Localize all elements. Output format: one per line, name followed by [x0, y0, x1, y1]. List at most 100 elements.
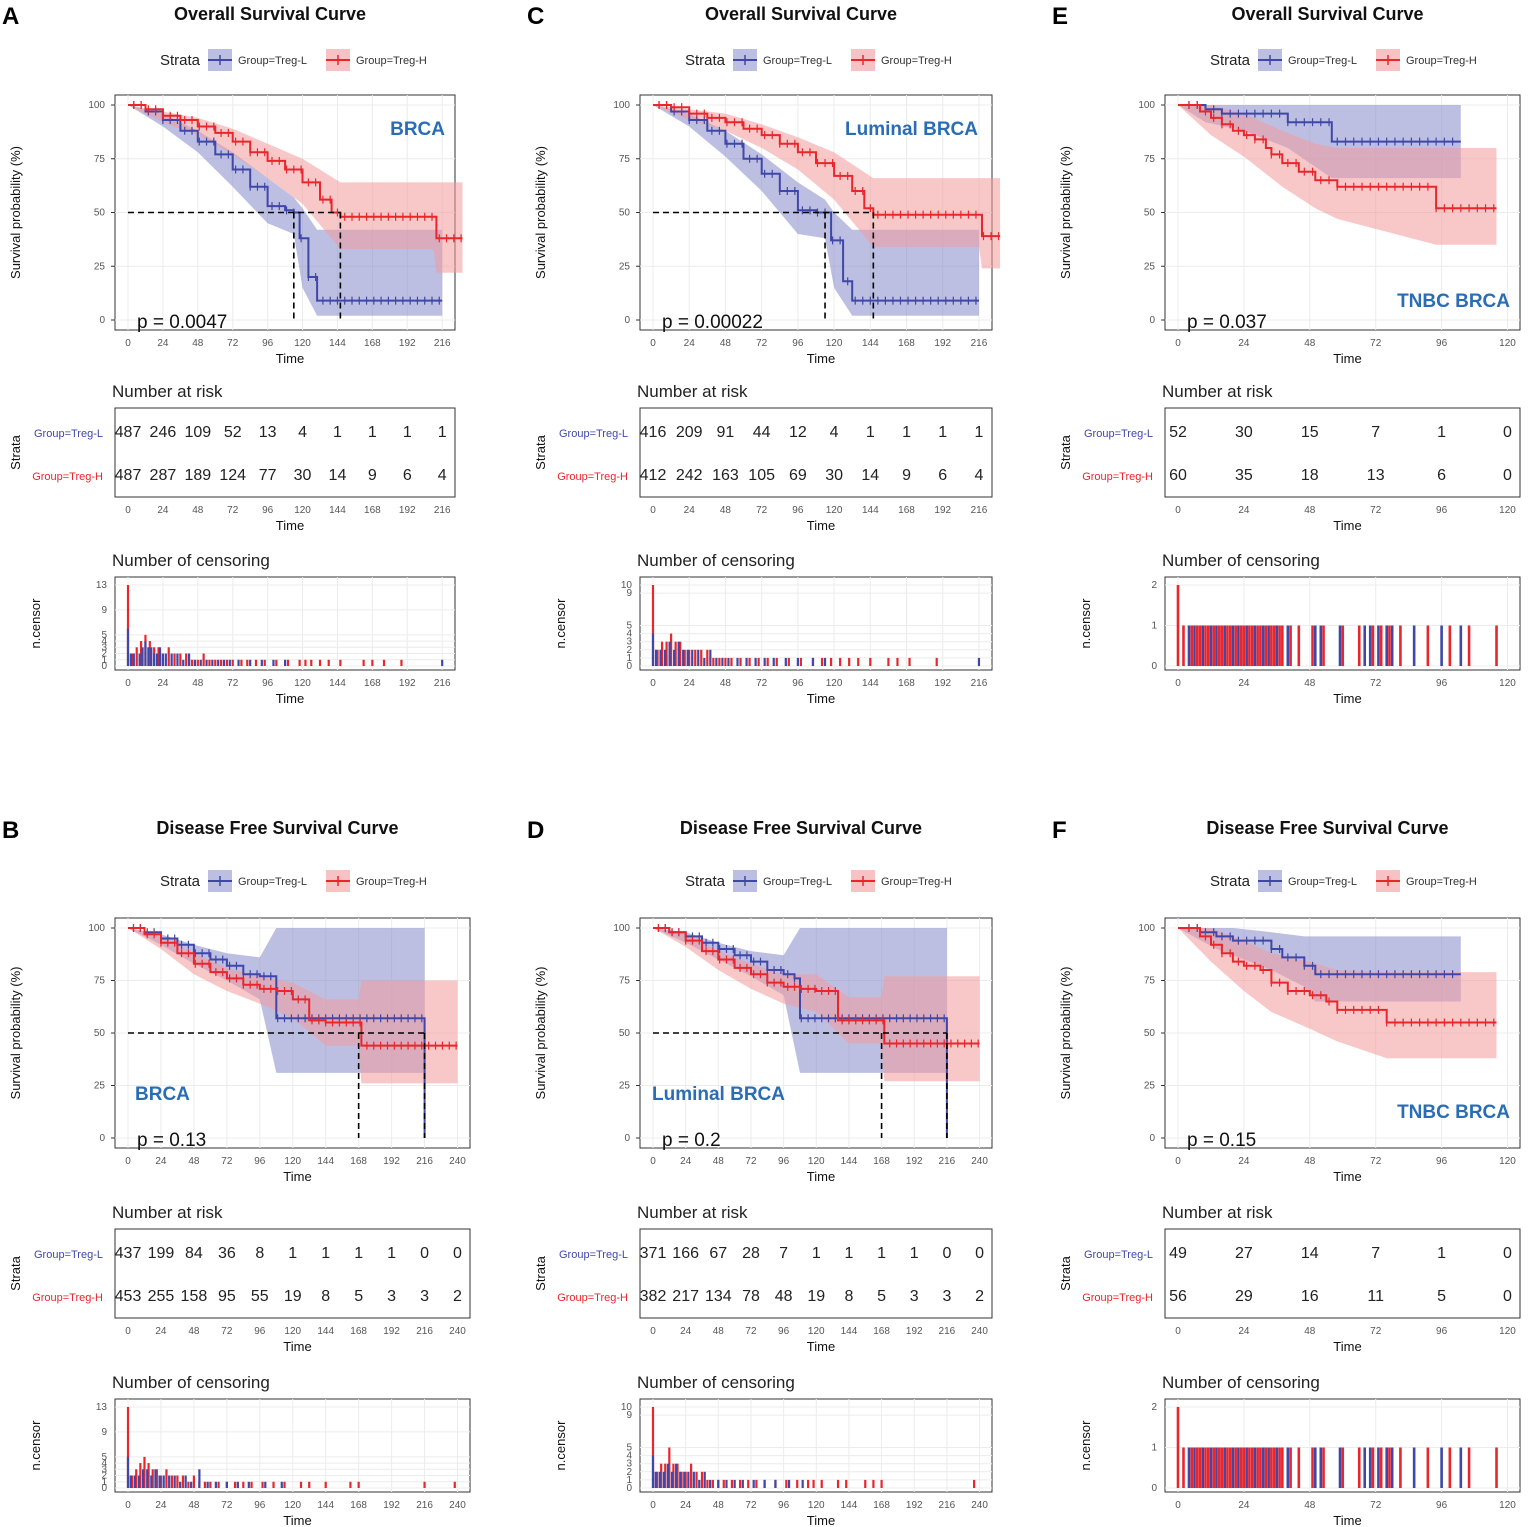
- y-tick-label: 13: [96, 1402, 108, 1413]
- risk-y-label: Strata: [1058, 434, 1073, 469]
- x-tick-label: 120: [284, 1500, 301, 1511]
- censor-bar-high: [872, 1479, 875, 1488]
- risk-cell-low: 166: [672, 1245, 699, 1262]
- x-tick-label: 48: [720, 505, 732, 516]
- censor-bar-high: [327, 659, 330, 666]
- x-tick-label: 48: [192, 505, 204, 516]
- censor-bar-low: [727, 657, 730, 666]
- censor-bar-high: [187, 1481, 190, 1488]
- censor-bar-high: [400, 659, 403, 666]
- censor-bar-high: [1248, 625, 1251, 666]
- x-tick-label: 168: [364, 338, 381, 349]
- censor-bar-high: [1264, 1447, 1268, 1488]
- x-tick-label: 192: [383, 1326, 400, 1337]
- censor-bar-low: [763, 657, 766, 666]
- risk-cell-low: 15: [1301, 424, 1319, 441]
- censor-bar-low: [146, 1469, 149, 1488]
- x-tick-label: 72: [1370, 1156, 1382, 1167]
- risk-cell-low: 416: [640, 424, 667, 441]
- y-tick-label: 4: [626, 629, 632, 640]
- censor-bar-low: [264, 1481, 267, 1488]
- survival-curve-low: [653, 104, 979, 302]
- censor-bar-high: [688, 649, 691, 666]
- y-tick-label: 10: [621, 1402, 633, 1413]
- risk-cell-low: 1: [333, 424, 342, 441]
- censor-bar-high: [665, 641, 668, 666]
- chart-d-svg: D Disease Free Survival Curve Strata Group=…: [527, 817, 993, 1527]
- risk-cell-low: 44: [753, 424, 771, 441]
- censor-bar-low: [703, 657, 706, 666]
- x-tick-label: 120: [284, 1156, 301, 1167]
- risk-table-title: Number at risk: [1162, 1203, 1273, 1222]
- censor-bar-low: [1267, 625, 1270, 666]
- legend-label-low: Group=Treg-L: [1288, 55, 1357, 67]
- risk-cell-low: 487: [115, 424, 142, 441]
- x-tick-label: 144: [841, 1500, 858, 1511]
- x-tick-label: 168: [364, 678, 381, 689]
- risk-table: Number at risk Group=Treg-L Group=Treg-H St…: [1058, 382, 1521, 533]
- risk-cell-high: 105: [748, 467, 775, 484]
- risk-cell-low: 1: [975, 424, 984, 441]
- risk-table-title: Number at risk: [637, 382, 748, 401]
- censor-bar-low: [977, 657, 981, 666]
- censor-bar-high: [1322, 1447, 1325, 1488]
- x-tick-label: 48: [1304, 1156, 1316, 1167]
- panel-a: A Overall Survival Curve Strata Group=Treg-…: [0, 0, 510, 740]
- censor-bar-high: [126, 1407, 130, 1488]
- x-tick-label: 72: [756, 338, 768, 349]
- censor-bar-low: [126, 1456, 130, 1488]
- x-tick-label: 48: [713, 1500, 725, 1511]
- censor-bar-high: [165, 1469, 168, 1488]
- x-tick-label: 48: [1304, 678, 1316, 689]
- risk-cell-high: 29: [1235, 1288, 1253, 1305]
- censor-bar-high: [170, 1475, 174, 1488]
- risk-cell-high: 3: [387, 1288, 396, 1305]
- risk-cell-high: 5: [1437, 1288, 1446, 1305]
- censor-bar-high: [1256, 1447, 1259, 1488]
- censor-bar-low: [1385, 1447, 1388, 1488]
- censor-bar-high: [357, 1481, 360, 1488]
- censor-bar-low: [237, 659, 240, 666]
- x-tick-label: 192: [934, 505, 951, 516]
- x-tick-label: 120: [284, 1326, 301, 1337]
- censor-bar-low: [1368, 1447, 1372, 1488]
- censor-bar-high: [1212, 625, 1215, 666]
- risk-cell-low: 209: [676, 424, 703, 441]
- y-tick-label: 0: [99, 315, 105, 326]
- censor-bar-high: [1357, 625, 1361, 666]
- risk-cell-low: 7: [779, 1245, 788, 1262]
- censor-bar-low: [1385, 625, 1388, 666]
- x-tick-label: 72: [1370, 1500, 1382, 1511]
- risk-row-label-high: Group=Treg-H: [557, 471, 628, 483]
- censor-bar-high: [722, 1479, 725, 1488]
- y-axis-label: Survival probability (%): [533, 967, 548, 1100]
- censor-bar-high: [1289, 1447, 1292, 1488]
- y-tick-label: 3: [101, 1464, 107, 1475]
- x-tick-label: 72: [221, 1156, 233, 1167]
- censor-bar-low: [132, 653, 135, 666]
- x-tick-label: 96: [778, 1156, 790, 1167]
- censor-bar-high: [755, 1479, 758, 1488]
- censor-bar-low: [1368, 625, 1372, 666]
- risk-cell-high: 8: [844, 1288, 853, 1305]
- censor-bar-low: [187, 653, 191, 666]
- y-tick-label: 13: [96, 580, 108, 591]
- censor-bar-high: [1242, 625, 1246, 666]
- censor-bar-low: [1215, 625, 1218, 666]
- x-tick-label: 0: [125, 1500, 131, 1511]
- censor-bar-high: [286, 659, 290, 666]
- censor-bar-low: [225, 1481, 228, 1488]
- risk-cell-low: 4: [830, 424, 839, 441]
- x-tick-label: 0: [125, 678, 131, 689]
- y-tick-label: 100: [88, 923, 105, 934]
- risk-cell-low: 1: [1437, 424, 1446, 441]
- x-tick-label: 120: [1499, 1326, 1516, 1337]
- censor-bar-high: [196, 659, 199, 666]
- x-tick-label: 216: [434, 505, 451, 516]
- risk-cell-high: 158: [181, 1288, 208, 1305]
- x-tick-label: 168: [873, 1156, 890, 1167]
- risk-row-label-low: Group=Treg-L: [559, 1249, 628, 1261]
- x-tick-label: 96: [254, 1500, 266, 1511]
- x-tick-label: 0: [125, 1156, 131, 1167]
